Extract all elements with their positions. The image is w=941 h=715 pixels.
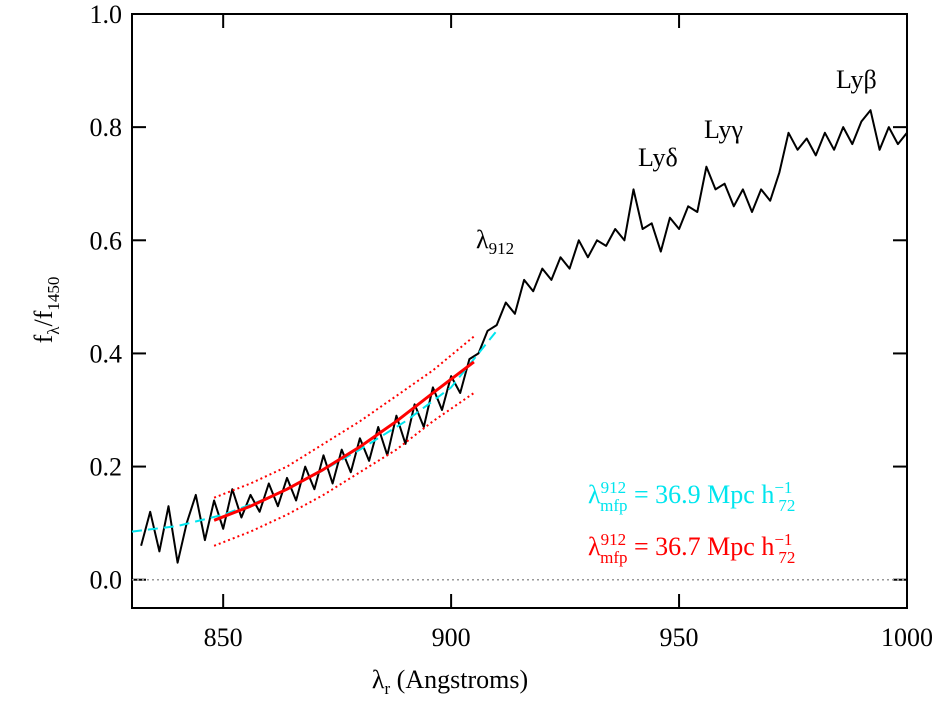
y-tick-label: 0.6: [90, 226, 123, 255]
y-tick-label: 0.8: [90, 113, 123, 142]
annotation-sub: 72: [778, 496, 795, 515]
annotation-sub: mfp: [600, 548, 627, 567]
annotation-part: = 36.9 Mpc h: [628, 480, 775, 509]
annotation-sup: −1: [774, 478, 792, 497]
annotation-part: λ: [476, 225, 489, 254]
x-tick-label: 900: [432, 623, 471, 652]
y-label-sub: 1450: [44, 277, 63, 311]
x-tick-label: 950: [660, 623, 699, 652]
annotation: λ912: [476, 225, 514, 258]
y-label-part: f: [29, 334, 58, 343]
annotation-part: = 36.7 Mpc h: [628, 532, 775, 561]
annotation-sub: 912: [489, 239, 515, 258]
annotation-sup: 912: [601, 478, 627, 497]
y-tick-label: 1.0: [90, 0, 123, 29]
x-axis-label: λr (Angstroms): [372, 665, 528, 698]
plot-frame: [131, 13, 908, 609]
annotation-sub: mfp: [600, 496, 627, 515]
annotation-part: λ: [588, 532, 601, 561]
annotation-part: λ: [588, 480, 601, 509]
series-line: [213, 335, 475, 499]
x-label-sub: r: [385, 679, 391, 698]
y-tick-label: 0.2: [90, 453, 123, 482]
annotation-sup: −1: [774, 530, 792, 549]
fit-annotation: λ912 mfp = 36.7 Mpc h−1 72: [588, 530, 795, 567]
y-tick-label: 0.0: [90, 566, 123, 595]
series-line: [131, 330, 498, 533]
y-tick-label: 0.4: [90, 339, 123, 368]
x-tick-label: 850: [204, 623, 243, 652]
y-axis-label: fλ/f1450: [29, 277, 63, 344]
annotation: Lyβ: [836, 65, 877, 94]
y-label-sub: λ: [44, 326, 63, 335]
annotation: Lyγ: [704, 115, 743, 144]
y-label-part: /f: [29, 310, 58, 326]
x-tick-label: 1000: [881, 623, 933, 652]
series-line: [213, 360, 475, 522]
annotation-sub: 72: [778, 548, 795, 567]
annotation: Lyδ: [638, 143, 678, 172]
x-label-part: (Angstroms): [390, 665, 528, 694]
x-label-part: λ: [372, 665, 385, 694]
annotation-sup: 912: [601, 530, 627, 549]
series-line: [213, 392, 475, 547]
series-line: [140, 109, 908, 564]
fit-annotation: λ912 mfp = 36.9 Mpc h−1 72: [588, 478, 795, 515]
